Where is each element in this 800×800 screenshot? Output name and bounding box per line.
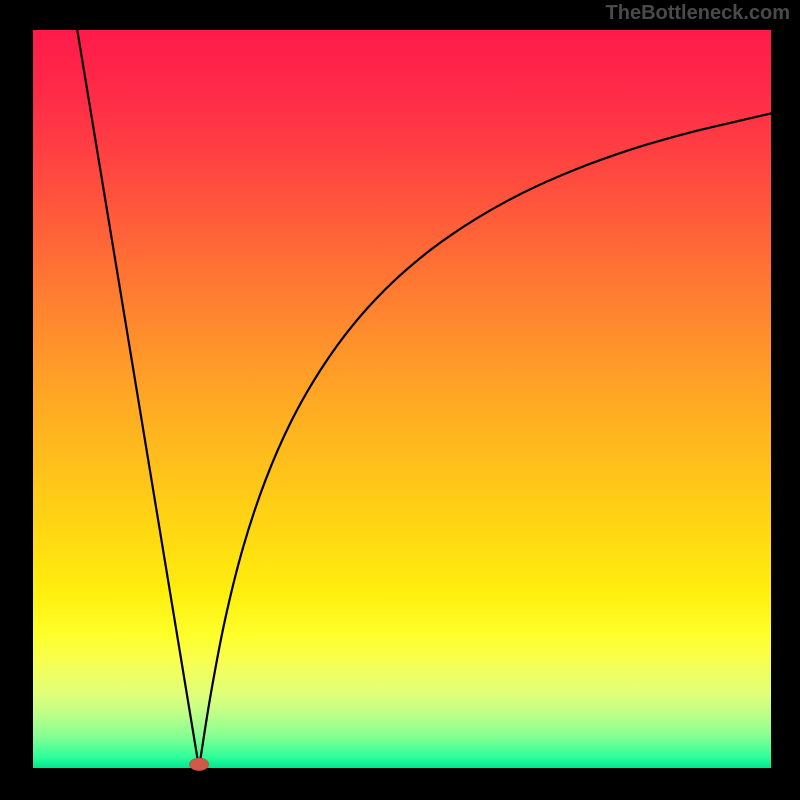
watermark-text: TheBottleneck.com (606, 2, 790, 25)
bottleneck-chart: TheBottleneck.com (0, 0, 800, 800)
minimum-marker (189, 758, 208, 771)
chart-svg (0, 0, 800, 800)
